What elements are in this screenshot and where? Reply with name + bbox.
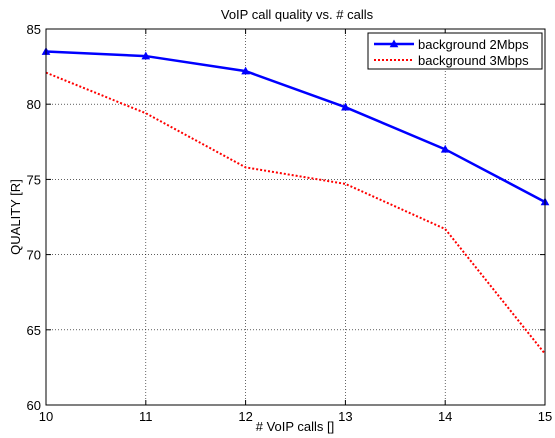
- y-tick-label: 70: [27, 248, 41, 263]
- x-tick-label: 10: [39, 409, 53, 424]
- y-axis-label: QUALITY [R]: [8, 179, 23, 255]
- x-tick-label: 13: [338, 409, 352, 424]
- legend-label-series-3mbps: background 3Mbps: [418, 53, 529, 68]
- legend-label-series-2mbps: background 2Mbps: [418, 37, 529, 52]
- series-2mbps-marker: [341, 102, 350, 111]
- ticks: 10 11 12 13 14 15 60 65 70 75 80 85: [27, 22, 553, 424]
- chart-title: VoIP call quality vs. # calls: [221, 7, 374, 22]
- series-2mbps-marker: [141, 51, 151, 60]
- grid: [46, 29, 545, 405]
- legend-box: [367, 32, 543, 70]
- y-tick-label: 80: [27, 97, 41, 112]
- series-2mbps-line: [45, 50, 546, 204]
- x-tick-label: 15: [538, 409, 552, 424]
- y-tick-label: 75: [27, 172, 41, 187]
- x-tick-label: 14: [438, 409, 452, 424]
- x-tick-label: 11: [139, 409, 153, 424]
- plot-area: 10 11 12 13 14 15 60 65 70 75 80 85: [27, 22, 553, 424]
- x-tick-label: 12: [238, 409, 252, 424]
- series-2mbps-marker: [440, 144, 450, 153]
- y-tick-label: 85: [27, 22, 41, 37]
- y-tick-label: 65: [27, 323, 41, 338]
- legend-marker-series-2mbps: [389, 39, 399, 48]
- series-2mbps-marker: [241, 66, 250, 75]
- plot-background: [46, 29, 545, 405]
- y-tick-label: 60: [27, 398, 41, 413]
- plot-frame: [45, 28, 546, 406]
- x-axis-label: # VoIP calls []: [256, 419, 335, 434]
- series-3mbps-line: [45, 71, 546, 355]
- series-layer: [41, 47, 550, 355]
